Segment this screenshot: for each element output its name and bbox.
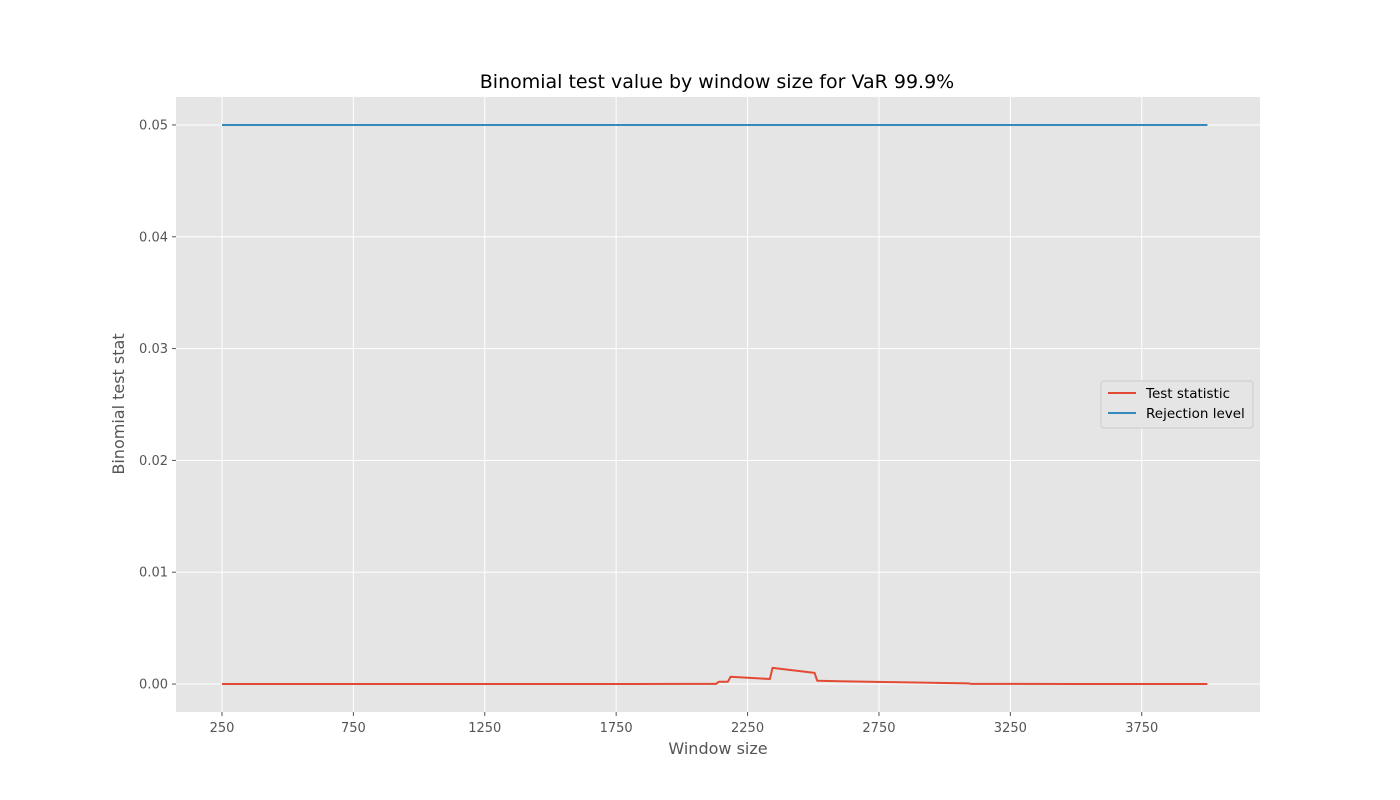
x-tick-label: 2750	[862, 721, 895, 736]
y-tick-label: 0.03	[139, 342, 168, 357]
plot-area	[176, 97, 1260, 712]
x-axis-label: Window size	[668, 739, 767, 758]
series-lines	[221, 123, 1208, 686]
y-tick-label: 0.02	[139, 454, 168, 469]
y-tick-label: 0.04	[139, 230, 168, 245]
chart-title: Binomial test value by window size for V…	[480, 71, 954, 93]
y-tick-label: 0.01	[139, 566, 168, 581]
x-tick-label: 3250	[994, 721, 1027, 736]
y-tick-label: 0.05	[139, 118, 168, 133]
x-tick-label: 2250	[731, 721, 764, 736]
x-tick-label: 250	[210, 721, 235, 736]
x-tick-label: 750	[341, 721, 366, 736]
y-tick-label: 0.00	[139, 678, 168, 693]
legend-label-rejection-level: Rejection level	[1146, 406, 1245, 422]
x-tick-label: 3750	[1125, 721, 1158, 736]
x-tick-label: 1750	[600, 721, 633, 736]
legend-box	[1100, 380, 1254, 429]
y-axis-label: Binomial test stat	[109, 333, 128, 474]
x-tick-label: 1250	[468, 721, 501, 736]
series-line-test-statistic	[221, 666, 1208, 686]
legend-label-test-statistic: Test statistic	[1145, 386, 1230, 402]
legend: Test statistic Rejection level	[1100, 380, 1254, 429]
axis-ticks: 250 750 1250 1750 2250 2750 3250 3750 0.00 0.01 0.…	[139, 118, 1158, 736]
